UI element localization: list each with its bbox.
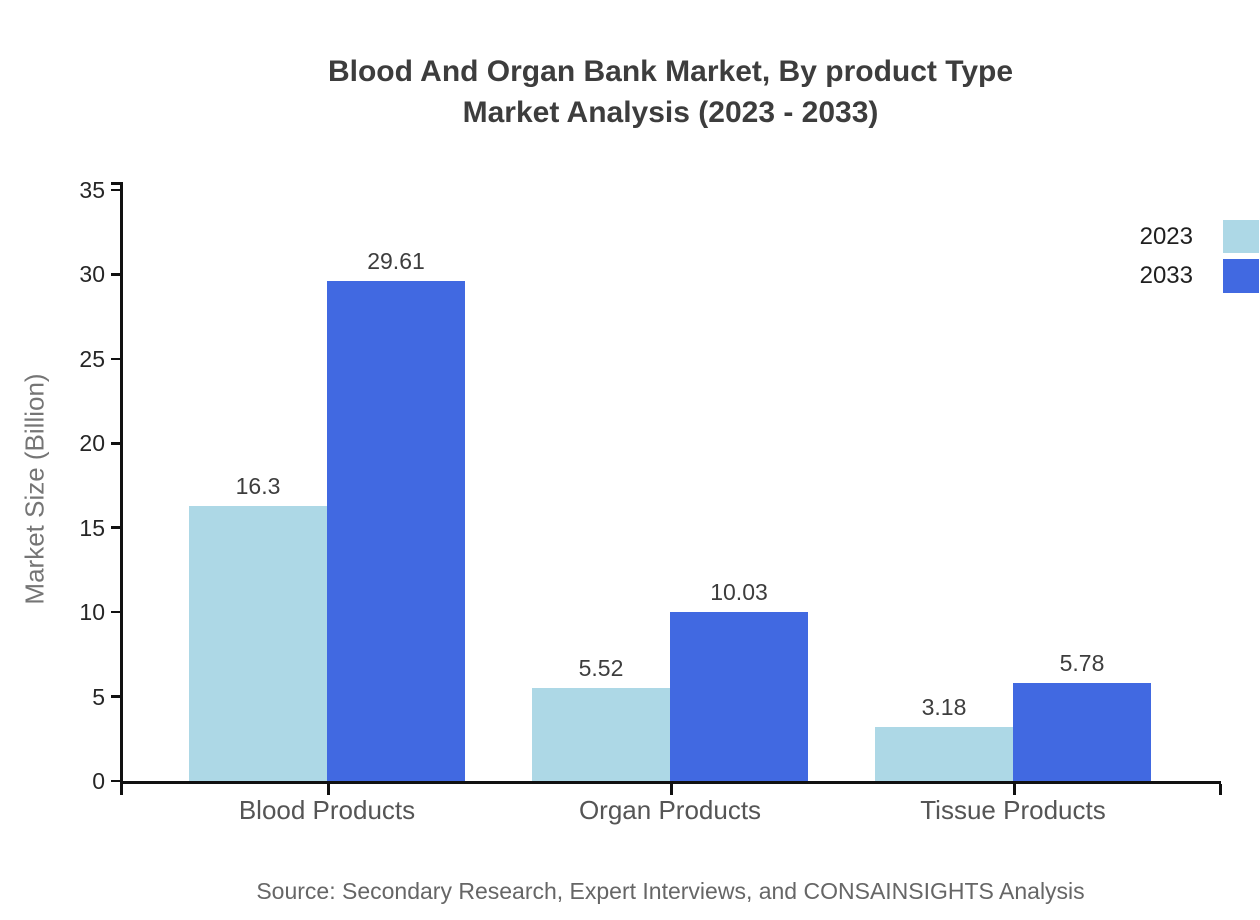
y-axis-top-cap	[111, 182, 120, 185]
y-tick-20	[111, 442, 120, 445]
x-tick-1	[327, 784, 330, 795]
y-tick-label-5: 5	[92, 683, 105, 710]
chart-title-line2: Market Analysis (2023 - 2033)	[462, 96, 879, 129]
value-label-2033-organ-products: 10.03	[710, 578, 768, 605]
y-tick-label-30: 30	[79, 261, 105, 288]
y-tick-label-10: 10	[79, 599, 105, 626]
x-label-blood-products: Blood Products	[238, 795, 416, 825]
value-label-2033-blood-products: 29.61	[367, 248, 425, 274]
legend-label-2023: 2023	[1139, 222, 1193, 250]
y-tick-30	[111, 273, 120, 276]
bar-2033-tissue-products	[1013, 683, 1151, 781]
y-tick-label-35: 35	[79, 177, 105, 203]
x-tick-4	[1219, 784, 1222, 795]
y-tick-25	[111, 357, 120, 361]
value-label-2023-blood-products: 16.3	[235, 472, 281, 499]
y-tick-15	[111, 526, 120, 529]
y-tick-35	[111, 188, 120, 192]
y-tick-label-25: 25	[79, 345, 105, 372]
x-label-organ-products: Organ Products	[578, 795, 762, 825]
x-tick-3	[1013, 784, 1016, 795]
value-label-2023-tissue-products: 3.18	[921, 694, 967, 721]
bar-2023-organ-products	[532, 687, 670, 781]
chart-title-line1: Blood And Organ Bank Market, By product …	[327, 55, 1014, 88]
y-tick-5	[111, 695, 120, 698]
legend-swatch-2033	[1223, 259, 1259, 293]
value-label-2023-organ-products: 5.52	[578, 654, 624, 681]
x-tick-2	[670, 784, 673, 795]
y-tick-0	[111, 779, 120, 783]
y-tick-10	[111, 610, 120, 614]
x-label-tissue-products: Tissue Products	[920, 795, 1106, 825]
bar-2023-tissue-products	[875, 727, 1013, 781]
y-tick-label-15: 15	[79, 514, 105, 541]
source-note: Source: Secondary Research, Expert Inter…	[256, 878, 1085, 904]
y-tick-label-20: 20	[79, 430, 105, 457]
bar-2033-organ-products	[670, 611, 808, 781]
bar-2023-blood-products	[189, 505, 327, 781]
x-tick-0	[120, 784, 123, 795]
legend-swatch-2023	[1223, 220, 1259, 253]
bar-2033-blood-products	[327, 281, 465, 781]
value-label-2033-tissue-products: 5.78	[1059, 650, 1105, 677]
chart-title: Blood And Organ Bank Market, By product …	[120, 51, 1221, 133]
y-tick-label-0: 0	[92, 768, 105, 794]
x-axis-line	[120, 781, 1221, 784]
y-axis-line	[120, 182, 123, 794]
legend-label-2033: 2033	[1139, 262, 1193, 289]
